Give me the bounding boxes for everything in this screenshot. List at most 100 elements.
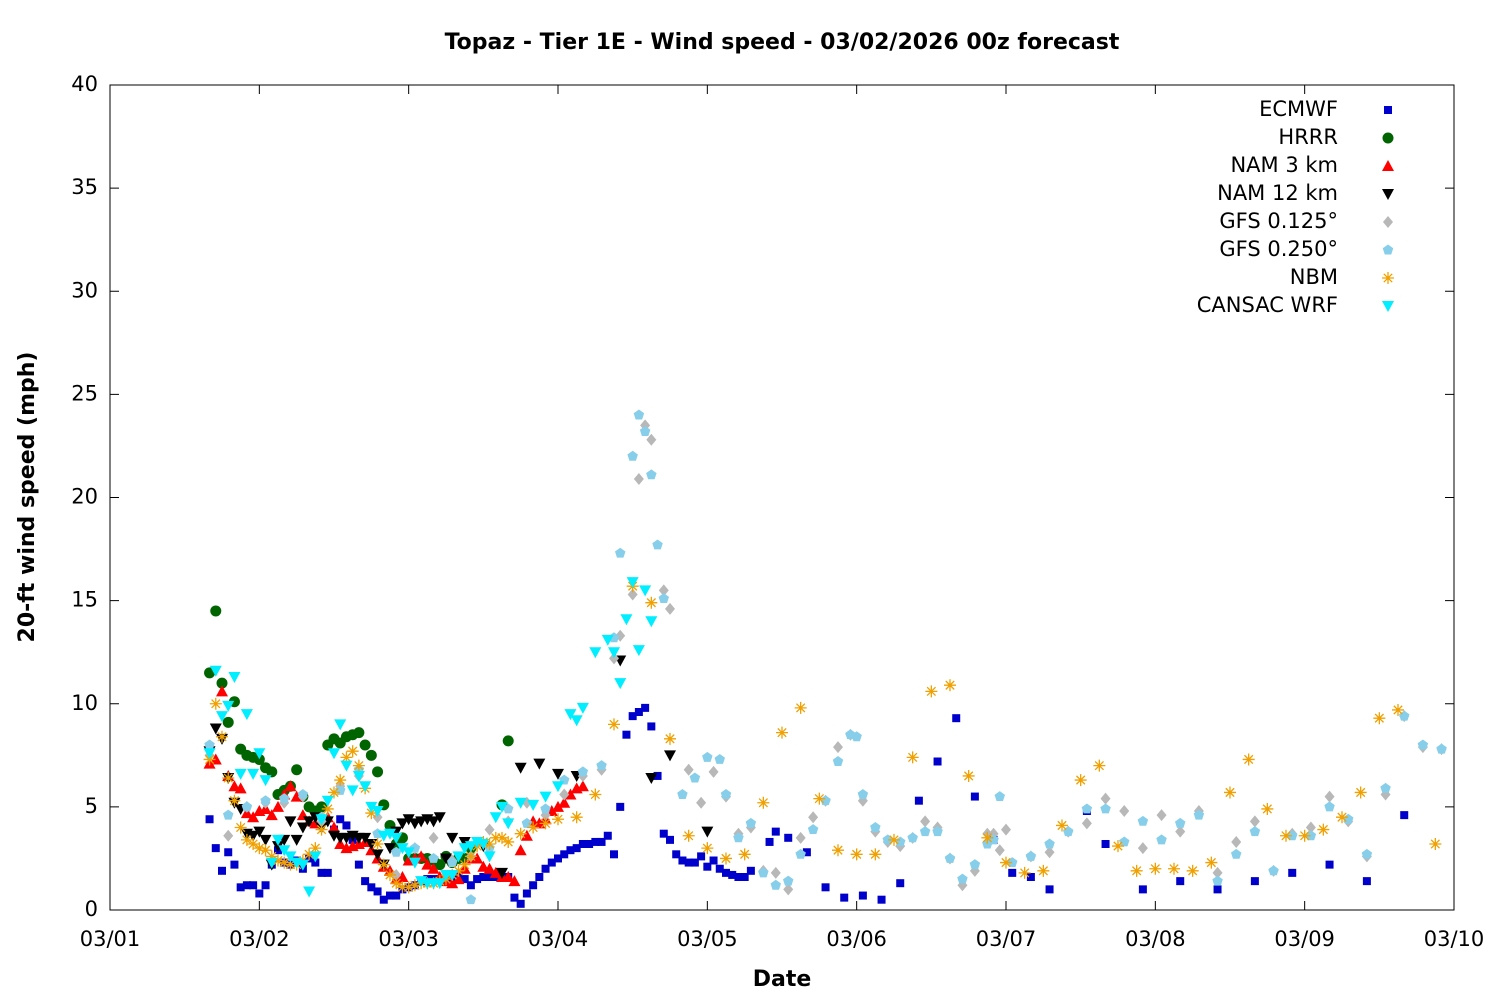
data-point — [944, 679, 956, 692]
data-point — [340, 751, 353, 764]
x-tick-label: 03/01 — [80, 927, 141, 951]
data-point — [1213, 885, 1222, 894]
data-point — [634, 708, 643, 716]
data-point — [371, 838, 384, 850]
legend-marker — [1383, 216, 1393, 228]
data-point — [1231, 835, 1242, 848]
data-point — [540, 803, 551, 814]
data-point — [794, 701, 807, 714]
data-point — [1280, 829, 1292, 842]
data-point — [230, 860, 239, 869]
data-point — [658, 593, 670, 604]
data-point — [628, 712, 637, 721]
data-point — [352, 770, 365, 782]
data-point — [514, 797, 527, 809]
data-point — [932, 826, 943, 837]
data-point — [1149, 862, 1162, 875]
data-point — [485, 873, 494, 881]
data-point — [216, 685, 228, 697]
data-point — [689, 772, 701, 783]
data-point — [715, 864, 724, 873]
data-point — [1008, 868, 1017, 877]
data-point — [795, 848, 806, 859]
legend-label: ECMWF — [1259, 97, 1338, 121]
data-point — [377, 858, 390, 871]
data-point — [446, 832, 459, 844]
data-point — [228, 794, 241, 807]
data-point — [508, 875, 521, 887]
data-point — [315, 823, 328, 836]
data-point — [944, 852, 956, 863]
data-point — [316, 801, 328, 813]
data-point — [303, 886, 316, 898]
data-point — [334, 774, 347, 787]
data-point — [361, 877, 370, 886]
data-point — [757, 796, 770, 809]
data-point — [564, 709, 577, 721]
data-point — [552, 800, 564, 812]
x-tick-label: 03/07 — [976, 927, 1037, 951]
data-point — [428, 831, 439, 844]
data-point — [1026, 873, 1035, 881]
data-point — [1101, 840, 1110, 848]
data-point — [473, 875, 482, 884]
x-tick-label: 03/06 — [826, 927, 887, 951]
data-point — [807, 824, 819, 835]
x-tick-label: 03/09 — [1274, 927, 1335, 951]
data-point — [211, 844, 220, 853]
data-point — [639, 426, 651, 436]
data-point — [1112, 840, 1124, 853]
data-point — [1230, 848, 1242, 859]
data-point — [346, 745, 359, 758]
data-point — [253, 753, 265, 765]
data-point — [1361, 848, 1373, 859]
data-point — [255, 889, 264, 898]
data-point — [272, 841, 284, 853]
data-point — [539, 791, 552, 803]
data-point — [266, 766, 278, 778]
data-point — [479, 873, 488, 881]
data-point — [253, 842, 266, 855]
data-point — [496, 867, 508, 879]
data-point — [1174, 817, 1186, 828]
data-point — [514, 827, 527, 840]
data-point — [633, 472, 644, 485]
legend-label: HRRR — [1278, 125, 1338, 149]
data-point — [334, 719, 347, 731]
x-tick-label: 03/08 — [1125, 927, 1186, 951]
data-point — [372, 766, 384, 778]
data-point — [733, 832, 744, 843]
data-point — [1288, 868, 1297, 877]
data-point — [1249, 815, 1260, 828]
data-point — [373, 887, 382, 896]
data-point — [578, 840, 587, 848]
data-point — [372, 828, 383, 839]
y-axis-title: 20-ft wind speed (mph) — [15, 352, 40, 643]
data-point — [240, 833, 253, 846]
data-point — [576, 780, 589, 792]
data-point — [340, 760, 353, 772]
data-point — [633, 409, 645, 420]
x-axis-title: Date — [753, 967, 812, 992]
data-point — [209, 723, 222, 735]
data-point — [1037, 864, 1050, 877]
data-point — [994, 791, 1006, 802]
data-point — [646, 433, 657, 446]
data-point — [514, 844, 527, 856]
data-point — [452, 864, 465, 877]
data-point — [353, 727, 365, 739]
data-point — [421, 858, 434, 870]
data-point — [616, 802, 625, 811]
data-point — [1362, 877, 1371, 886]
data-point — [914, 796, 923, 805]
data-point — [645, 596, 658, 609]
data-point — [1250, 877, 1259, 886]
data-point — [697, 852, 706, 861]
data-point — [328, 821, 340, 833]
data-point — [1001, 823, 1011, 836]
data-point — [533, 817, 546, 829]
data-point — [653, 771, 662, 780]
data-point — [1137, 815, 1149, 826]
data-point — [690, 858, 699, 867]
data-point — [554, 854, 562, 863]
